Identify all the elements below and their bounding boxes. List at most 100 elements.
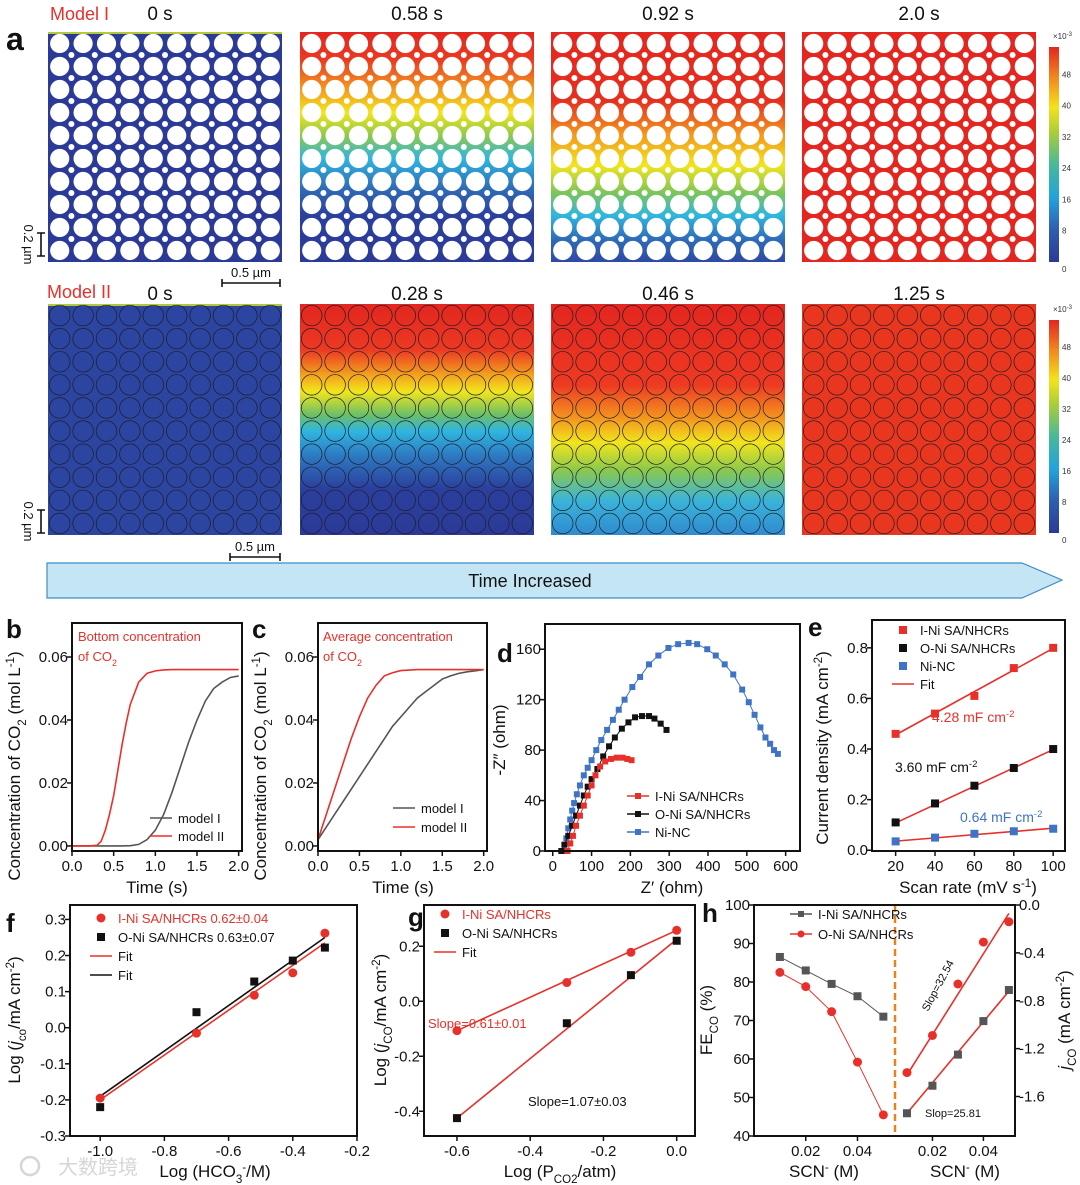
x-tick-label: -0.6: [444, 1143, 470, 1160]
plot-frame: [71, 622, 243, 852]
pore: [372, 240, 392, 261]
y-axis-title: Current density (mA cm-2): [813, 651, 832, 845]
small-pore: [208, 236, 215, 242]
pore-outline: [920, 489, 942, 512]
pore-outline: [511, 443, 533, 465]
small-pore: [115, 98, 122, 104]
pore-outline: [464, 374, 487, 396]
x-axis-title: Time (s): [372, 878, 434, 897]
x-tick-label: 600: [773, 858, 798, 875]
pore-outline: [692, 489, 714, 512]
pore: [190, 240, 210, 261]
pore-outline: [488, 351, 510, 373]
small-pore: [962, 121, 969, 127]
data-point: [580, 792, 587, 799]
x-tick-label: 0: [549, 858, 557, 875]
pore: [372, 33, 392, 54]
pore: [442, 148, 462, 169]
pore: [646, 217, 666, 238]
pore: [716, 102, 737, 123]
pore-outline: [72, 443, 94, 465]
pore-outline: [692, 420, 714, 442]
data-point: [891, 837, 900, 846]
small-pore: [641, 190, 648, 196]
series-i-ni-sa-nhcrs: [452, 925, 682, 1036]
scale-label-vertical: 0.2 µm: [21, 501, 36, 541]
pore-outline: [920, 466, 942, 488]
small-pore: [822, 98, 829, 104]
data-point: [562, 1019, 571, 1028]
y-tick-label: 0.1: [45, 984, 66, 1001]
small-pore: [962, 52, 969, 58]
y-axis-title: Concentration of CO2 (mol L-1): [251, 651, 275, 880]
pore: [740, 217, 760, 238]
series-line: [72, 675, 239, 847]
colorbar-tick: 40: [1062, 102, 1071, 111]
small-pore: [138, 213, 145, 219]
pore: [921, 33, 941, 54]
pore-outline: [49, 328, 71, 350]
pore: [442, 79, 462, 100]
small-pore: [986, 190, 993, 196]
small-pore: [255, 75, 262, 81]
pore-outline: [236, 328, 258, 350]
pore-outline: [119, 512, 141, 535]
pore: [465, 33, 486, 54]
pore: [623, 79, 643, 100]
pore-outline: [418, 443, 440, 465]
small-pore: [367, 167, 374, 173]
concentration-map: [802, 304, 1036, 535]
pore: [143, 56, 163, 77]
data-point: [801, 966, 810, 975]
pore-outline: [166, 304, 188, 327]
small-pore: [320, 52, 327, 58]
small-pore: [939, 121, 946, 127]
pore: [348, 194, 369, 215]
text-run: 2: [112, 658, 117, 668]
series-ni-nc: [561, 639, 781, 854]
data-point: [561, 841, 568, 848]
small-pore: [162, 190, 168, 196]
pore-outline: [301, 328, 323, 350]
x-tick-label: 0.02: [918, 1143, 947, 1160]
pore-outline: [418, 489, 440, 512]
pore: [190, 125, 210, 146]
pore-outline: [715, 466, 738, 488]
small-pore: [414, 98, 420, 104]
pore: [1014, 217, 1034, 238]
pore-outline: [575, 328, 597, 350]
series-model-i: [72, 675, 239, 847]
pore: [874, 33, 894, 54]
pore-outline: [236, 374, 258, 396]
small-pore: [735, 167, 742, 173]
small-pore: [507, 121, 514, 127]
pore-outline: [622, 489, 644, 512]
pore-outline: [692, 304, 714, 327]
y-tick-label: 120: [516, 692, 541, 709]
pore: [646, 194, 666, 215]
pore-outline: [394, 443, 416, 465]
small-pore: [91, 75, 98, 81]
pore: [716, 125, 737, 146]
pore-outline: [488, 512, 510, 535]
pore-outline: [394, 489, 416, 512]
pore-outline: [259, 374, 281, 396]
data-point: [288, 956, 297, 965]
pore: [850, 79, 871, 100]
pore: [921, 148, 941, 169]
pore: [302, 240, 322, 261]
pore: [465, 240, 486, 261]
small-pore: [1009, 213, 1016, 219]
pore: [489, 240, 509, 261]
pore: [442, 194, 462, 215]
data-point: [96, 913, 106, 923]
small-pore: [320, 213, 327, 219]
data-point: [250, 977, 259, 986]
pore-outline: [826, 304, 848, 327]
pore: [143, 102, 163, 123]
colorbar-multiplier: ×10-3: [1053, 305, 1073, 314]
x-tick-label: 1.5: [432, 858, 453, 875]
pore-outline: [166, 374, 188, 396]
